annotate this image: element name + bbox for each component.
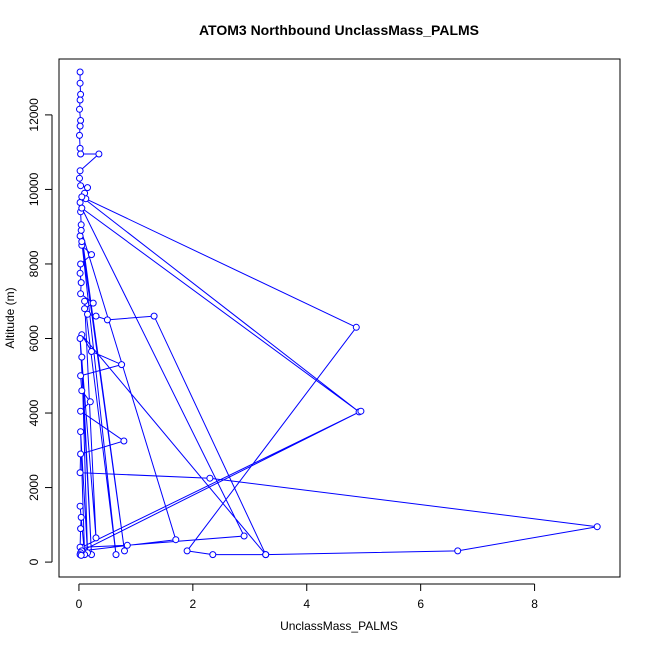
data-point xyxy=(77,182,85,190)
series-layer xyxy=(76,68,601,559)
data-point xyxy=(76,105,83,113)
data-point xyxy=(77,450,85,458)
data-point xyxy=(88,251,95,259)
data-point xyxy=(77,513,85,521)
data-point xyxy=(84,310,91,318)
data-point xyxy=(84,184,91,192)
data-point xyxy=(95,150,103,158)
data-point xyxy=(77,551,85,559)
x-tick-label: 6 xyxy=(417,597,424,611)
x-tick-label: 8 xyxy=(531,597,538,611)
data-point xyxy=(262,551,270,559)
data-point xyxy=(78,193,86,201)
chart-title: ATOM3 Northbound UnclassMass_PALMS xyxy=(199,22,479,38)
data-point xyxy=(123,541,131,549)
data-point xyxy=(77,150,85,158)
data-point xyxy=(77,525,85,533)
x-tick-label: 2 xyxy=(189,597,196,611)
data-point xyxy=(76,502,84,510)
data-point xyxy=(77,290,85,298)
plot-frame xyxy=(58,58,621,578)
x-axis-label: UnclassMass_PALMS xyxy=(280,619,398,633)
data-point xyxy=(88,348,95,355)
data-point xyxy=(76,469,84,477)
data-point xyxy=(77,279,85,287)
data-point xyxy=(76,144,84,152)
data-point xyxy=(92,534,100,542)
data-point xyxy=(78,204,86,212)
data-point xyxy=(76,96,84,104)
data-point xyxy=(89,299,97,307)
data-point xyxy=(112,551,120,559)
data-point xyxy=(86,398,94,406)
y-axis-label: Altitude (m) xyxy=(3,287,17,348)
data-point xyxy=(78,353,86,361)
x-tick-label: 4 xyxy=(303,597,310,611)
data-point xyxy=(121,547,128,555)
data-point xyxy=(77,260,85,268)
data-point xyxy=(77,226,85,234)
data-point xyxy=(76,232,84,240)
y-tick-label: 2000 xyxy=(27,474,41,501)
data-point xyxy=(76,174,83,182)
data-point xyxy=(118,361,126,369)
data-point xyxy=(77,117,85,124)
data-point xyxy=(206,474,214,482)
data-point xyxy=(77,90,85,98)
data-point xyxy=(76,131,83,139)
y-tick-label: 8000 xyxy=(27,250,41,277)
data-point xyxy=(172,536,180,544)
y-tick-label: 12000 xyxy=(27,98,41,132)
data-point xyxy=(77,428,85,436)
data-point xyxy=(77,372,85,380)
data-point xyxy=(92,312,100,320)
y-tick-label: 4000 xyxy=(27,399,41,426)
data-point xyxy=(76,122,84,130)
x-axis: 0 2 4 6 8 xyxy=(76,583,538,611)
data-point xyxy=(76,79,84,87)
data-point xyxy=(78,238,86,246)
y-tick-label: 6000 xyxy=(27,325,41,352)
data-point xyxy=(103,316,111,324)
data-point xyxy=(78,387,86,395)
data-point xyxy=(454,547,462,555)
data-point xyxy=(352,323,360,331)
data-point xyxy=(593,523,601,531)
series-line xyxy=(78,72,598,556)
data-point xyxy=(76,167,84,175)
data-point xyxy=(76,199,84,206)
data-point xyxy=(240,532,248,540)
data-point xyxy=(81,305,89,313)
y-tick-label: 0 xyxy=(27,558,41,565)
data-point xyxy=(183,547,191,555)
y-axis: 0 2000 4000 6000 8000 10000 12000 xyxy=(27,98,53,565)
data-point xyxy=(357,407,365,415)
data-point xyxy=(81,297,89,305)
data-point xyxy=(76,335,84,342)
data-point xyxy=(76,68,84,76)
data-point xyxy=(209,551,217,559)
data-point xyxy=(150,312,158,320)
data-point xyxy=(77,407,85,415)
data-point xyxy=(76,269,84,277)
y-tick-label: 10000 xyxy=(27,172,41,206)
x-tick-label: 0 xyxy=(76,597,83,611)
data-point xyxy=(120,437,128,445)
